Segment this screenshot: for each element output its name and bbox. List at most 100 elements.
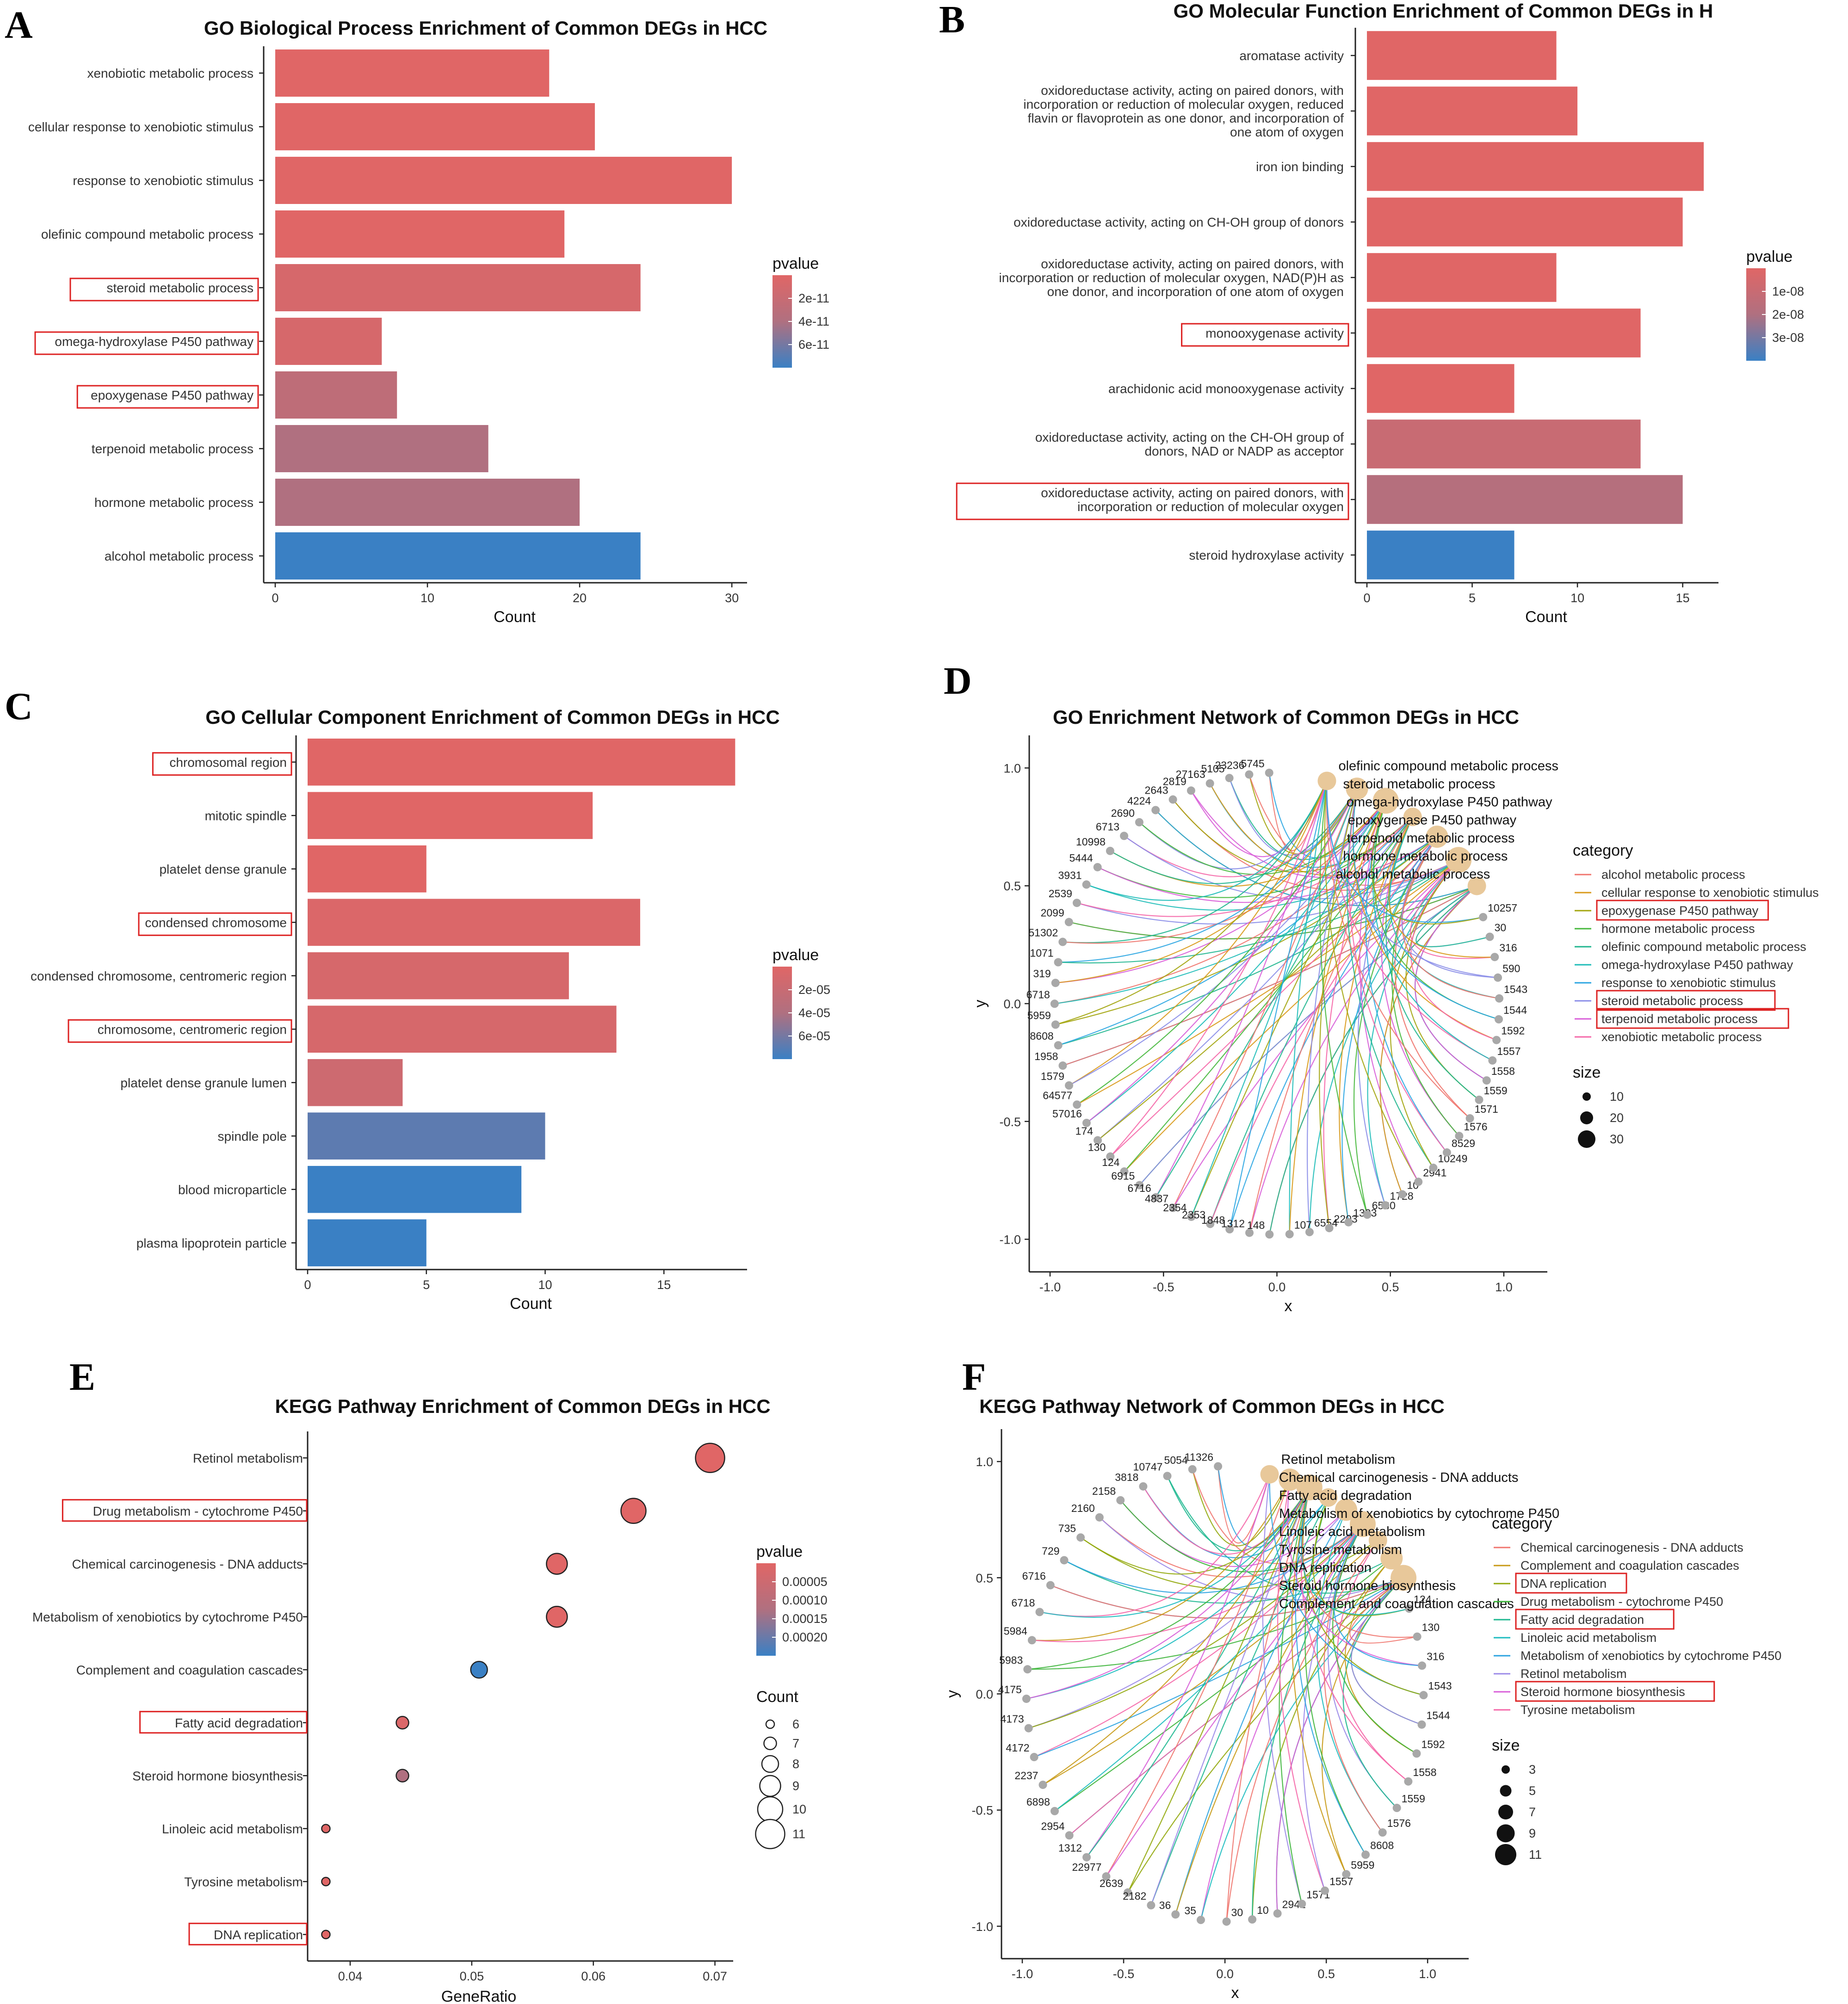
gene-node-label: 1958 [1034,1050,1058,1062]
y-tick-label: 0.5 [976,1571,993,1585]
gene-node [1248,1915,1257,1924]
edge [1251,1558,1392,1920]
edge [1324,781,1419,1182]
gene-node [1418,1661,1427,1670]
gene-node-label: 36 [1159,1899,1171,1911]
category-node [1296,1474,1323,1501]
gene-node [1050,1807,1059,1815]
y-tick-label: -0.5 [971,1804,993,1818]
edge [1058,816,1413,1046]
gene-node [1413,1632,1422,1641]
category-label: condensed chromosome [145,915,287,930]
x-tick-label: 0.5 [1317,1967,1335,1981]
count-legend-circle [759,1775,781,1797]
edge [1326,781,1471,1119]
gene-node [1465,1114,1474,1123]
edge [1086,1474,1270,1858]
gene-node-label: 1544 [1503,1004,1527,1016]
gene-node [1116,1496,1125,1505]
category-label: chromosomal region [169,755,287,770]
edge [1289,800,1386,1234]
highlight-box [1515,1572,1627,1594]
bar [1367,142,1704,191]
gene-node-label: 5054 [1164,1454,1188,1466]
edge [1313,1497,1409,1616]
category-label: oxidoreductase activity, acting on CH-OH… [1014,215,1344,229]
gene-node [1073,1100,1082,1109]
highlight-box [1515,1681,1715,1702]
pvalue-legend-label: 2e-11 [798,291,829,305]
x-axis-title: x [1231,1984,1239,2002]
edge [1287,1480,1422,1666]
highlight-box [1596,900,1769,921]
panel-title-E: KEGG Pathway Enrichment of Common DEGs i… [275,1395,770,1417]
gene-node-label: 27163 [1176,768,1205,780]
category-node [1319,1488,1338,1507]
category-node [1317,771,1336,790]
edge [1055,836,1438,1025]
category-label: Drug metabolism - cytochrome P450 [93,1504,303,1518]
category-label: Linoleic acid metabolism [162,1822,303,1836]
pvalue-legend-title: pvalue [773,255,819,272]
category-label: flavin or flavoprotein as one donor, and… [1028,111,1344,125]
category-legend-label: DNA replication [1520,1577,1607,1591]
highlight-box [138,912,292,936]
edge [1326,781,1493,1061]
gene-node [1038,1781,1047,1789]
edge [1034,1577,1404,1758]
gene-node-label: 1592 [1421,1738,1445,1750]
gene-node-label: 1557 [1497,1045,1520,1057]
gene-node [1027,1636,1036,1645]
gene-node [1455,1132,1464,1141]
gene-node-label: 6716 [1128,1182,1151,1194]
gene-node-label: 2639 [1100,1877,1123,1889]
category-label: Metabolism of xenobiotics by cytochrome … [32,1610,303,1624]
edge [1210,816,1413,1224]
x-axis-title: x [1285,1297,1292,1315]
gene-node [1225,1225,1234,1233]
gene-node [1135,818,1143,826]
category-node-label: Chemical carcinogenesis - DNA adducts [1279,1470,1518,1485]
edge [1394,836,1471,1119]
edge [1127,1577,1404,1893]
gene-node [1076,1533,1085,1542]
gene-node-label: 10747 [1133,1461,1163,1473]
edge [1069,885,1477,940]
x-tick-label: 0.0 [1268,1280,1286,1294]
bar [308,792,593,839]
category-label: terpenoid metabolic process [92,442,253,456]
category-node-label: Metabolism of xenobiotics by cytochrome … [1279,1506,1559,1521]
edge [1027,1577,1404,1670]
category-node-label: Tyrosine metabolism [1279,1542,1402,1557]
gene-node [1064,1081,1073,1090]
highlight-box [68,1019,292,1043]
count-legend-circle [757,1796,784,1823]
gene-node [1206,1220,1215,1228]
gene-node-label: 130 [1422,1622,1440,1634]
gene-node-label: 1576 [1464,1121,1487,1133]
gene-node-label: 4837 [1145,1193,1168,1205]
gene-node-label: 148 [1247,1219,1265,1231]
bar [1367,197,1683,247]
category-label: spindle pole [218,1129,287,1143]
gene-node [1058,1061,1067,1070]
edge [1323,800,1386,1228]
bar [275,317,382,365]
gene-node-label: 57016 [1052,1108,1082,1120]
x-tick-label: -0.5 [1113,1967,1135,1981]
highlight-box [34,331,259,355]
gene-node [1060,1556,1069,1565]
gene-node [1245,1228,1254,1237]
edge [1106,1479,1291,1877]
category-node-label: steroid metabolic process [1343,777,1496,791]
gene-node [1095,1513,1104,1522]
gene-node-label: 174 [1075,1125,1094,1137]
category-legend-title: category [1573,842,1633,859]
gene-node-label: 10998 [1076,836,1106,848]
gene-node-label: 5105 [1201,763,1224,775]
edge [1155,800,1386,1198]
highlight-box [1181,323,1349,347]
highlight-box [1515,1609,1675,1630]
edge [1175,1523,1363,1915]
